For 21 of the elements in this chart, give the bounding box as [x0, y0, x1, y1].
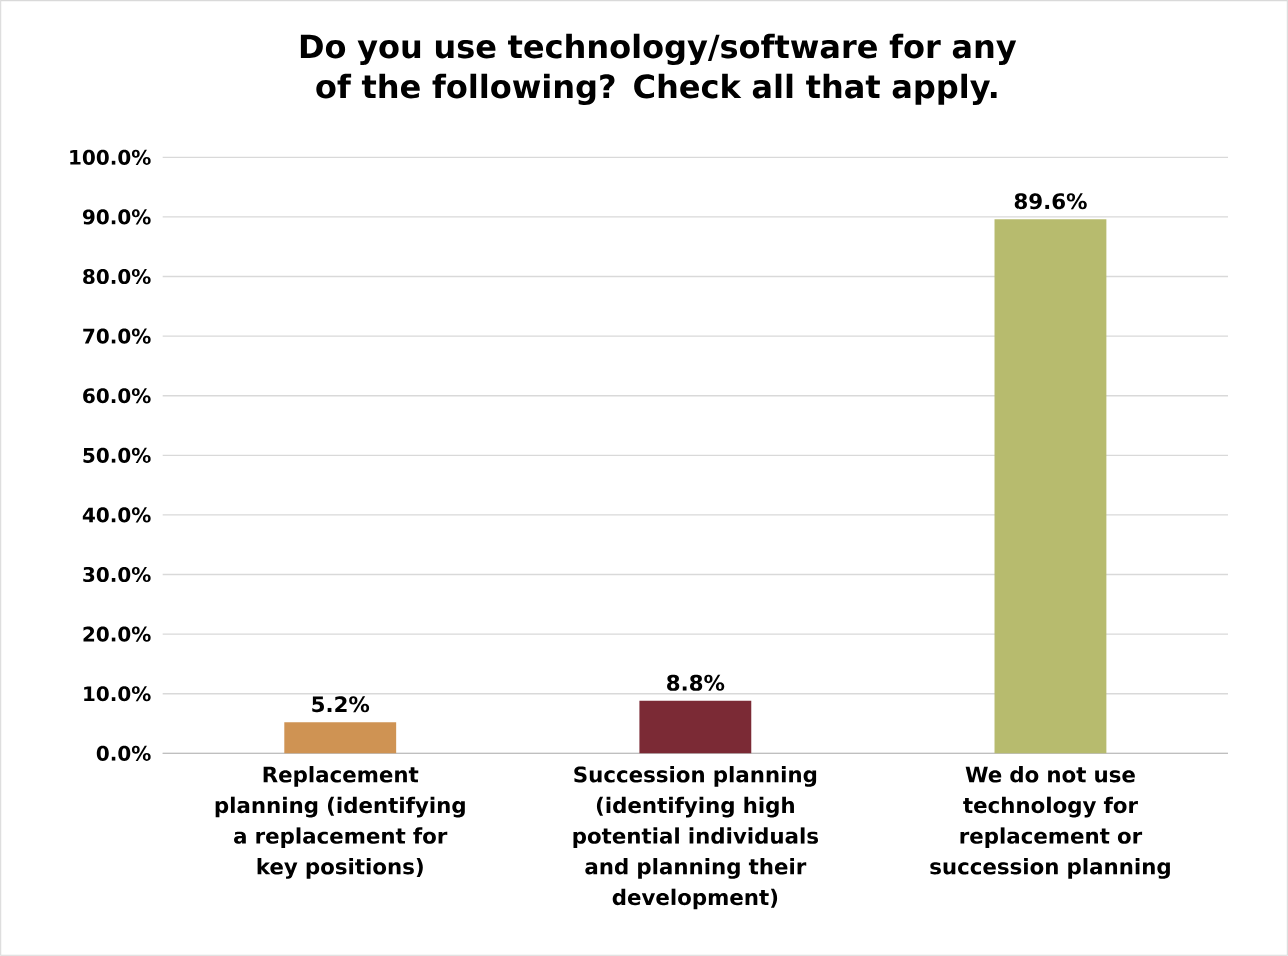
x-tick-label: Replacement planning (identifying a replacement for key positions) — [215, 766, 465, 879]
chart-title: Do you use technology/software for any of the following? Check all that apply. — [300, 33, 1017, 105]
x-tick-label: Succession planning (identifying high potential individuals and planning their development) — [573, 766, 819, 910]
y-tick-label: 10.0% — [84, 686, 151, 702]
y-tick-label: 30.0% — [83, 566, 151, 583]
y-tick-label: 60.0% — [83, 388, 151, 404]
y-tick-label: 90.0% — [82, 209, 151, 225]
y-tick-label: 40.0% — [82, 507, 151, 523]
data-label: 8.8% — [667, 674, 725, 691]
y-tick-label: 20.0% — [83, 626, 151, 642]
y-tick-label: 70.0% — [83, 328, 151, 344]
y-tick-label: 100.0% — [70, 149, 151, 165]
y-tick-label: 0.0% — [96, 745, 151, 761]
bar — [284, 722, 397, 754]
y-tick-label: 80.0% — [83, 268, 151, 285]
x-tick-label: We do not use technology for replacement or succession planning — [930, 766, 1170, 879]
y-tick-label: 50.0% — [83, 447, 151, 463]
bar — [639, 700, 752, 754]
data-label: 5.2% — [312, 696, 370, 713]
bar — [994, 219, 1107, 754]
data-label: 89.6% — [1014, 193, 1087, 210]
